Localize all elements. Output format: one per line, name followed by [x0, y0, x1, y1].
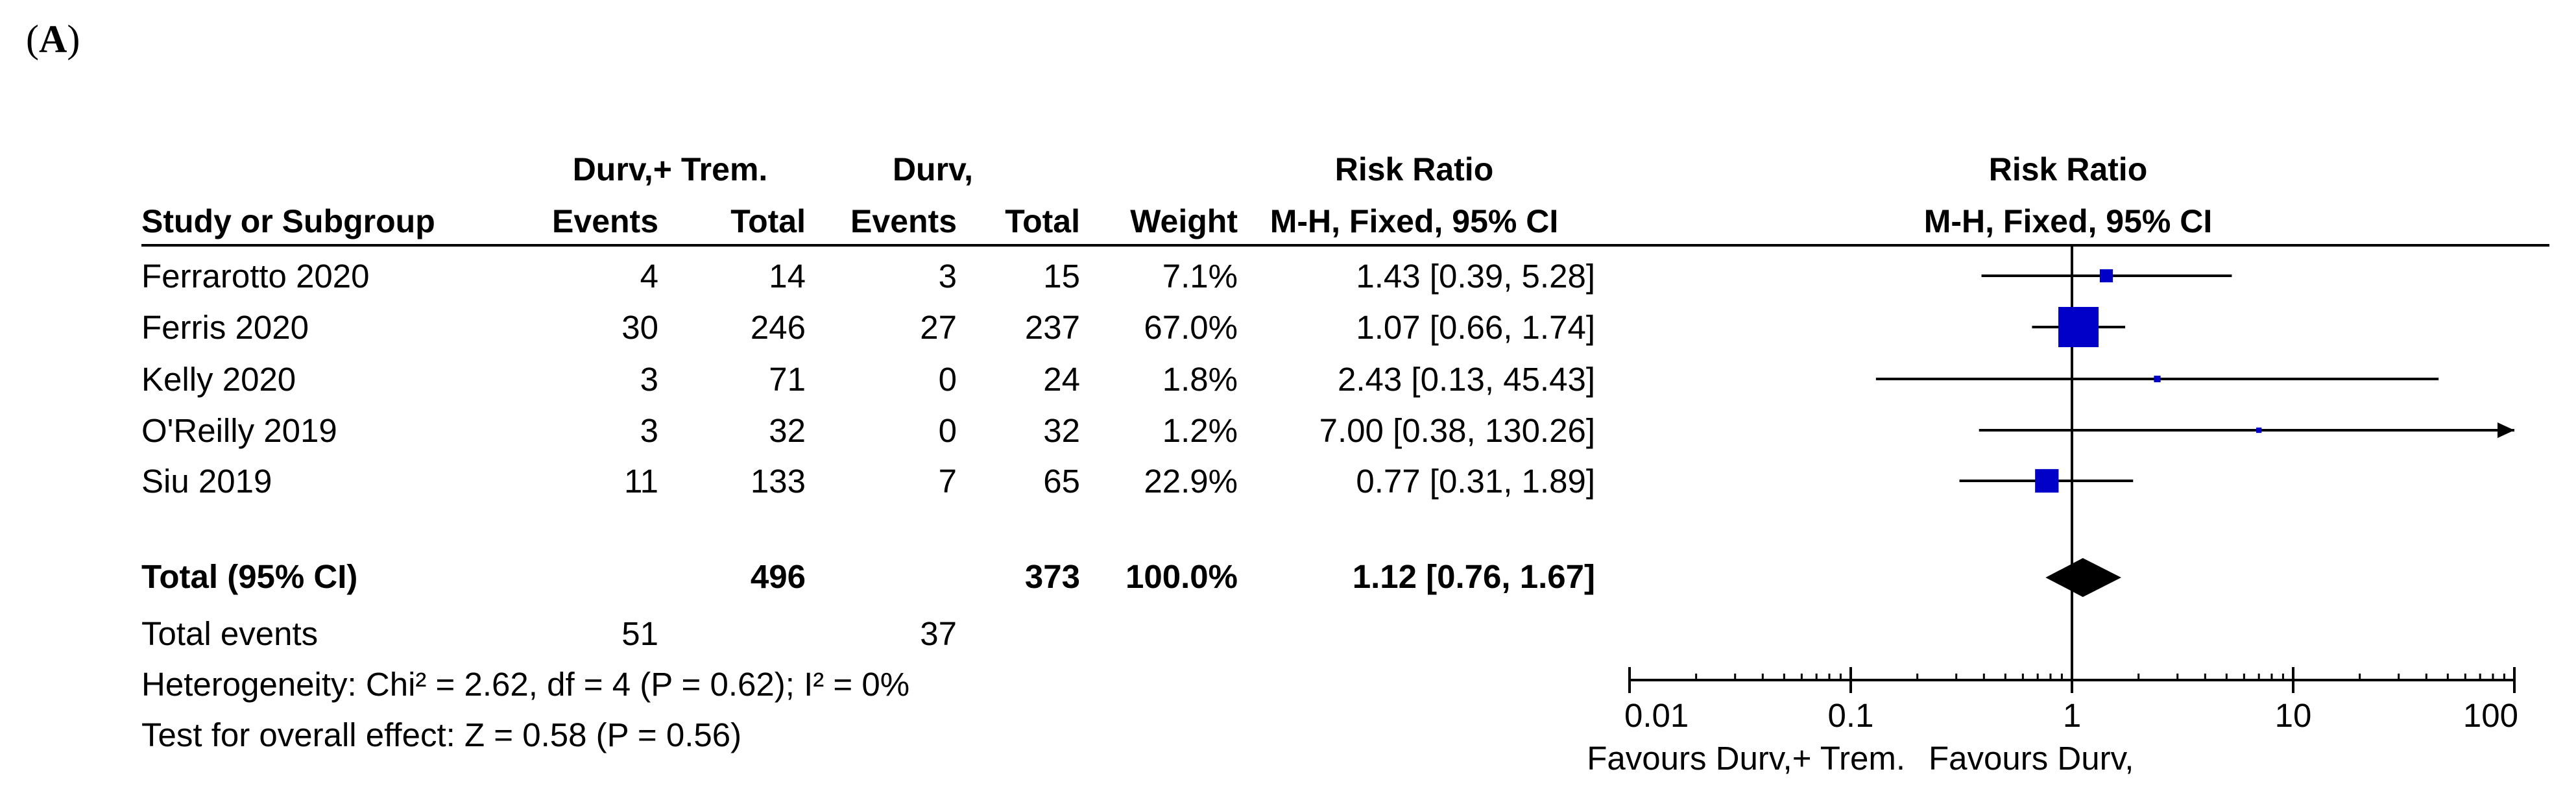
study-rows: Ferrarotto 2020 4 14 3 15 7.1% 1.43 [0.39, 5.2…	[141, 258, 1595, 500]
study-box	[2058, 307, 2099, 347]
header-ctl-events: Events	[850, 203, 957, 239]
study-name: O'Reilly 2019	[141, 412, 337, 449]
study-name: Ferris 2020	[141, 309, 309, 346]
weight: 7.1%	[1162, 258, 1238, 295]
exp-events: 30	[621, 309, 658, 346]
weight: 1.2%	[1162, 412, 1238, 449]
exp-total: 246	[751, 309, 806, 346]
weight: 67.0%	[1144, 309, 1238, 346]
pooled-diamond	[2045, 558, 2121, 597]
total-ci: 1.12 [0.76, 1.67]	[1353, 558, 1595, 595]
total-events-label: Total events	[141, 615, 318, 652]
risk-ratio-ci: 1.07 [0.66, 1.74]	[1356, 309, 1595, 346]
plot-marks	[1875, 269, 2514, 493]
ctl-total: 32	[1043, 412, 1080, 449]
exp-events: 11	[624, 463, 658, 500]
header-exp-events: Events	[552, 203, 658, 239]
axis-tick-label: 1	[2063, 697, 2081, 734]
ctl-events: 27	[920, 309, 957, 346]
axis-tick-label: 0.1	[1828, 697, 1874, 734]
total-events-exp: 51	[621, 615, 658, 652]
exp-events: 4	[640, 258, 658, 295]
exp-total: 32	[769, 412, 806, 449]
total-ctl-total: 373	[1025, 558, 1080, 595]
study-name: Ferrarotto 2020	[141, 258, 370, 295]
study-box	[2099, 269, 2113, 283]
table-row: Kelly 2020 3 71 0 24 1.8% 2.43 [0.13, 45.43]	[141, 361, 1595, 398]
plot-area: 0.01 0.1 1 10 100	[1624, 245, 2518, 734]
total-label: Total (95% CI)	[141, 558, 357, 595]
ctl-total: 24	[1043, 361, 1080, 398]
header-risk-ratio-plot: Risk Ratio	[1989, 151, 2148, 188]
study-box	[2154, 375, 2161, 383]
axis-tick-label: 10	[2275, 697, 2312, 734]
favours-left-label: Favours Durv,+ Trem.	[1587, 740, 1905, 777]
header-risk-ratio-text: Risk Ratio	[1335, 151, 1494, 188]
ctl-total: 237	[1025, 309, 1080, 346]
weight: 22.9%	[1144, 463, 1238, 500]
ctl-total: 15	[1043, 258, 1080, 295]
header-weight: Weight	[1130, 203, 1238, 239]
risk-ratio-ci: 0.77 [0.31, 1.89]	[1356, 463, 1595, 500]
exp-events: 3	[640, 361, 658, 398]
header-method-text: M-H, Fixed, 95% CI	[1270, 203, 1559, 239]
risk-ratio-ci: 2.43 [0.13, 45.43]	[1338, 361, 1595, 398]
total-weight: 100.0%	[1125, 558, 1238, 595]
study-box	[2256, 427, 2262, 433]
header-control-group: Durv,	[893, 151, 973, 188]
exp-total: 133	[751, 463, 806, 500]
table-row: O'Reilly 2019 3 32 0 32 1.2% 7.00 [0.38, 130.2…	[141, 412, 1595, 449]
panel-label: (A)	[26, 18, 80, 60]
study-name: Siu 2019	[141, 463, 272, 500]
heterogeneity-text: Heterogeneity: Chi² = 2.62, df = 4 (P = …	[141, 666, 909, 703]
axis-tick-label: 0.01	[1624, 697, 1689, 734]
ctl-events: 0	[939, 412, 957, 449]
total-exp-total: 496	[751, 558, 806, 595]
favours-right-label: Favours Durv,	[1929, 740, 2134, 777]
table-row: Ferrarotto 2020 4 14 3 15 7.1% 1.43 [0.39, 5.2…	[141, 258, 1595, 295]
exp-total: 14	[769, 258, 806, 295]
table-row: Ferris 2020 30 246 27 237 67.0% 1.07 [0.66, 1.…	[141, 309, 1595, 346]
overall-effect-text: Test for overall effect: Z = 0.58 (P = 0…	[141, 716, 741, 753]
risk-ratio-ci: 7.00 [0.38, 130.26]	[1319, 412, 1595, 449]
exp-events: 3	[640, 412, 658, 449]
axis-ticks: 0.01 0.1 1 10 100	[1624, 667, 2518, 734]
exp-total: 71	[769, 361, 806, 398]
table-row: Siu 2019 11 133 7 65 22.9% 0.77 [0.31, 1.89]	[141, 463, 1595, 500]
ctl-events: 3	[939, 258, 957, 295]
study-name: Kelly 2020	[141, 361, 296, 398]
ctl-total: 65	[1043, 463, 1080, 500]
ctl-events: 7	[939, 463, 957, 500]
header-method-plot: M-H, Fixed, 95% CI	[1924, 203, 2213, 239]
weight: 1.8%	[1162, 361, 1238, 398]
header-ctl-total: Total	[1005, 203, 1080, 239]
ci-arrow	[2498, 422, 2514, 438]
total-events-ctl: 37	[920, 615, 957, 652]
ctl-events: 0	[939, 361, 957, 398]
study-box	[2035, 469, 2059, 493]
axis-tick-label: 100	[2463, 697, 2518, 734]
risk-ratio-ci: 1.43 [0.39, 5.28]	[1356, 258, 1595, 295]
header-experimental-group: Durv,+ Trem.	[573, 151, 768, 188]
header-exp-total: Total	[730, 203, 806, 239]
header-study: Study or Subgroup	[141, 203, 435, 239]
